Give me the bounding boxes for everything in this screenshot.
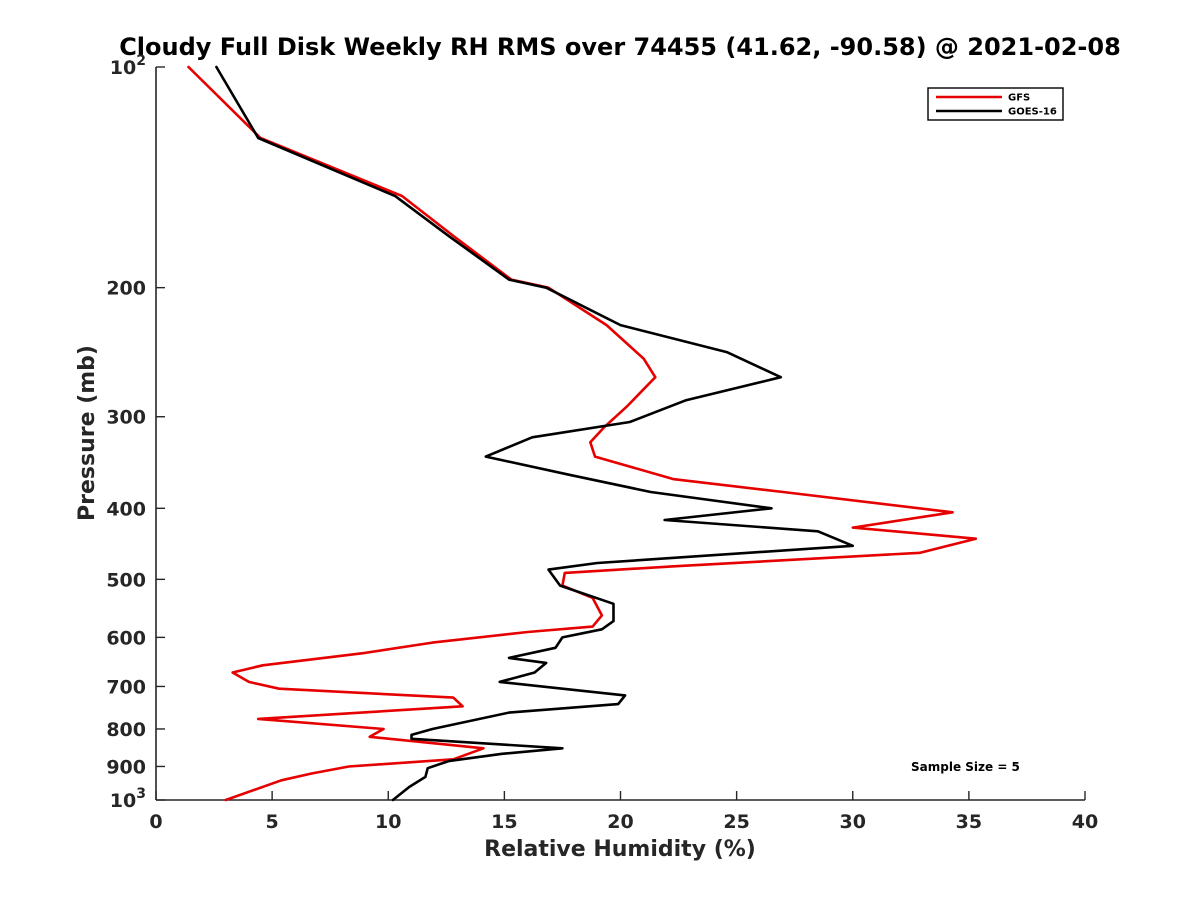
x-tick-label: 30	[840, 811, 866, 833]
y-tick-label: 900	[106, 756, 146, 778]
plot-area: 0 5 10 15 20 25 30 35 40 102 200 300 400 500 600 700 80…	[106, 53, 1098, 833]
chart-title: Cloudy Full Disk Weekly RH RMS over 7445…	[119, 33, 1121, 61]
y-tick-label: 600	[106, 627, 146, 649]
legend-label-gfs: GFS	[1008, 93, 1030, 104]
x-axis-label: Relative Humidity (%)	[484, 837, 756, 862]
legend-box	[927, 87, 1064, 121]
legend-label-goes-16: GOES-16	[1008, 107, 1057, 118]
y-tick-label: 102	[110, 53, 146, 79]
x-tick-label: 15	[491, 811, 517, 833]
x-tick-label: 20	[607, 811, 633, 833]
sample-size-annotation: Sample Size = 5	[911, 760, 1020, 774]
legend: GFS GOES-16	[927, 87, 1064, 121]
y-axis-label: Pressure (mb)	[75, 345, 100, 521]
y-tick-label: 300	[106, 407, 146, 429]
y-tick-label: 700	[106, 676, 146, 698]
x-tick-label: 40	[1072, 811, 1098, 833]
x-ticks: 0 5 10 15 20 25 30 35 40	[149, 791, 1098, 833]
x-tick-label: 10	[375, 811, 401, 833]
y-tick-label: 200	[106, 278, 146, 300]
x-tick-label: 5	[266, 811, 279, 833]
x-tick-label: 0	[149, 811, 162, 833]
series-layer	[187, 65, 978, 802]
y-ticks: 102 200 300 400 500 600 700 800 900 103	[106, 53, 165, 812]
y-tick-label: 500	[106, 569, 146, 591]
x-tick-label: 35	[956, 811, 982, 833]
series-line-goes-16	[215, 65, 855, 802]
y-tick-label: 400	[106, 498, 146, 520]
y-tick-label: 103	[110, 786, 146, 812]
x-tick-label: 25	[723, 811, 749, 833]
y-tick-label: 800	[106, 719, 146, 741]
